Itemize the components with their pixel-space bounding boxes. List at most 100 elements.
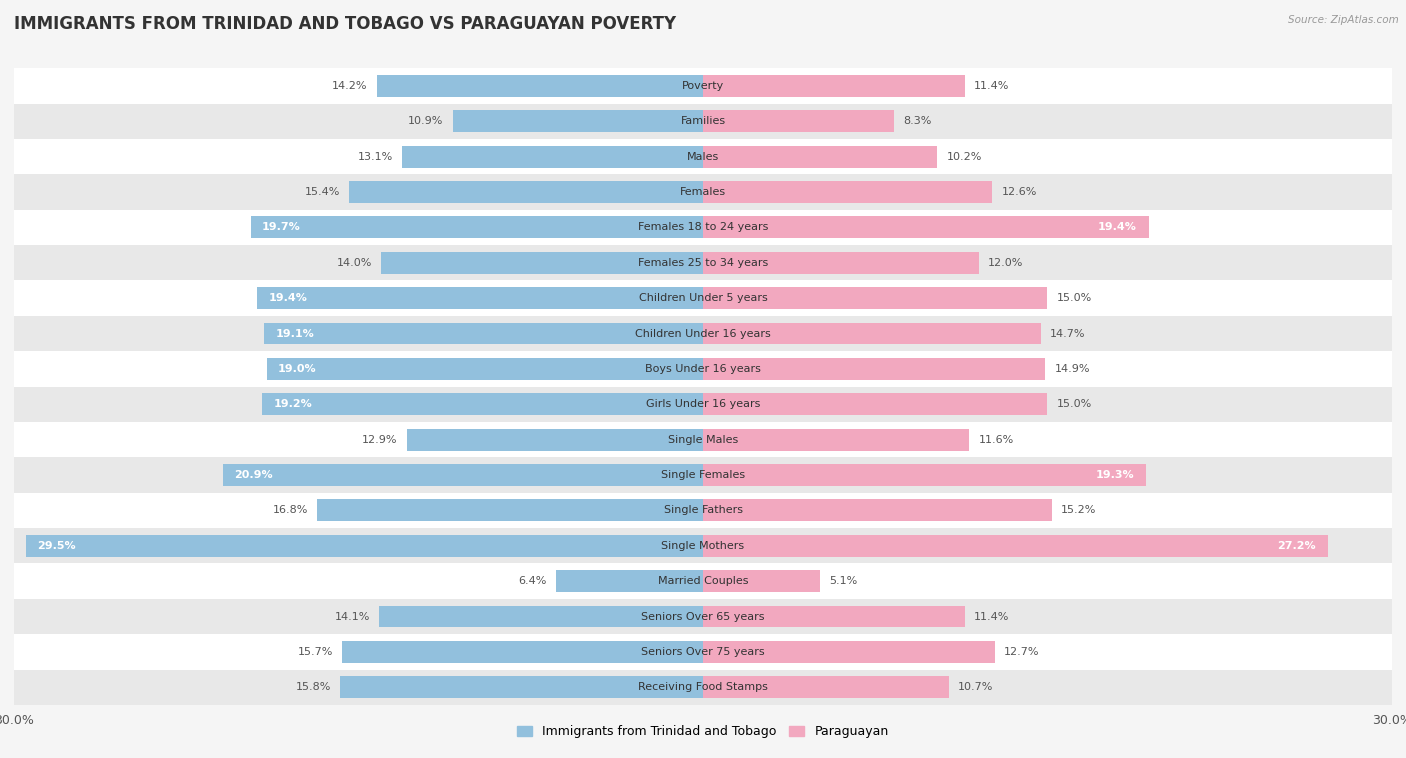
Text: 6.4%: 6.4% (519, 576, 547, 586)
Text: Single Females: Single Females (661, 470, 745, 480)
Bar (14, 493, 1392, 528)
Bar (703, 535, 1327, 556)
Bar (14, 387, 1392, 422)
Bar (318, 500, 703, 522)
Bar (343, 641, 703, 662)
Text: 14.7%: 14.7% (1050, 328, 1085, 339)
Text: 12.0%: 12.0% (988, 258, 1024, 268)
Bar (703, 181, 993, 203)
Text: Females 25 to 34 years: Females 25 to 34 years (638, 258, 768, 268)
Text: Males: Males (688, 152, 718, 161)
Bar (703, 358, 1045, 380)
Text: Families: Families (681, 116, 725, 127)
Bar (703, 217, 1149, 238)
Text: 27.2%: 27.2% (1278, 540, 1316, 551)
Text: 12.7%: 12.7% (1004, 647, 1039, 657)
Text: 14.2%: 14.2% (332, 81, 368, 91)
Text: 15.7%: 15.7% (298, 647, 333, 657)
Bar (703, 606, 965, 628)
Text: 19.0%: 19.0% (278, 364, 316, 374)
Bar (14, 669, 1392, 705)
Text: 11.6%: 11.6% (979, 434, 1014, 445)
Bar (14, 68, 1392, 104)
Bar (703, 570, 820, 592)
Bar (25, 535, 703, 556)
Text: 14.9%: 14.9% (1054, 364, 1090, 374)
Text: Children Under 16 years: Children Under 16 years (636, 328, 770, 339)
Bar (703, 323, 1040, 344)
Bar (453, 111, 703, 132)
Text: 20.9%: 20.9% (235, 470, 273, 480)
Bar (340, 676, 703, 698)
Text: Females 18 to 24 years: Females 18 to 24 years (638, 222, 768, 233)
Bar (267, 358, 703, 380)
Bar (703, 676, 949, 698)
Text: 15.2%: 15.2% (1062, 506, 1097, 515)
Bar (380, 606, 703, 628)
Bar (703, 641, 994, 662)
Text: 19.1%: 19.1% (276, 328, 315, 339)
Bar (14, 634, 1392, 669)
Text: Children Under 5 years: Children Under 5 years (638, 293, 768, 303)
Text: 11.4%: 11.4% (974, 612, 1010, 622)
Bar (703, 500, 1052, 522)
Bar (402, 146, 703, 168)
Text: Poverty: Poverty (682, 81, 724, 91)
Bar (703, 111, 894, 132)
Bar (14, 280, 1392, 316)
Text: 15.8%: 15.8% (295, 682, 330, 692)
Bar (14, 104, 1392, 139)
Bar (14, 245, 1392, 280)
Text: 11.4%: 11.4% (974, 81, 1010, 91)
Bar (703, 75, 965, 97)
Bar (14, 457, 1392, 493)
Text: 15.0%: 15.0% (1057, 293, 1092, 303)
Bar (257, 287, 703, 309)
Text: Source: ZipAtlas.com: Source: ZipAtlas.com (1288, 15, 1399, 25)
Bar (381, 252, 703, 274)
Text: Girls Under 16 years: Girls Under 16 years (645, 399, 761, 409)
Bar (224, 464, 703, 486)
Bar (14, 174, 1392, 210)
Bar (703, 252, 979, 274)
Text: Single Males: Single Males (668, 434, 738, 445)
Bar (250, 217, 703, 238)
Bar (14, 528, 1392, 563)
Bar (14, 563, 1392, 599)
Bar (264, 323, 703, 344)
Text: IMMIGRANTS FROM TRINIDAD AND TOBAGO VS PARAGUAYAN POVERTY: IMMIGRANTS FROM TRINIDAD AND TOBAGO VS P… (14, 15, 676, 33)
Text: 12.6%: 12.6% (1001, 187, 1036, 197)
Bar (703, 287, 1047, 309)
Text: Receiving Food Stamps: Receiving Food Stamps (638, 682, 768, 692)
Bar (14, 422, 1392, 457)
Text: Married Couples: Married Couples (658, 576, 748, 586)
Text: 19.2%: 19.2% (274, 399, 312, 409)
Legend: Immigrants from Trinidad and Tobago, Paraguayan: Immigrants from Trinidad and Tobago, Par… (512, 720, 894, 744)
Text: Single Fathers: Single Fathers (664, 506, 742, 515)
Text: 14.1%: 14.1% (335, 612, 370, 622)
Text: 10.2%: 10.2% (946, 152, 981, 161)
Text: 13.1%: 13.1% (357, 152, 392, 161)
Bar (262, 393, 703, 415)
Text: Boys Under 16 years: Boys Under 16 years (645, 364, 761, 374)
Text: 19.4%: 19.4% (1098, 222, 1137, 233)
Bar (555, 570, 703, 592)
Bar (377, 75, 703, 97)
Bar (703, 393, 1047, 415)
Text: 16.8%: 16.8% (273, 506, 308, 515)
Text: 19.7%: 19.7% (262, 222, 301, 233)
Text: Females: Females (681, 187, 725, 197)
Bar (703, 464, 1146, 486)
Text: Seniors Over 75 years: Seniors Over 75 years (641, 647, 765, 657)
Bar (14, 351, 1392, 387)
Text: 19.4%: 19.4% (269, 293, 308, 303)
Text: 29.5%: 29.5% (37, 540, 76, 551)
Text: 10.9%: 10.9% (408, 116, 443, 127)
Bar (14, 316, 1392, 351)
Text: 10.7%: 10.7% (957, 682, 993, 692)
Text: 14.0%: 14.0% (337, 258, 373, 268)
Text: 12.9%: 12.9% (363, 434, 398, 445)
Text: 5.1%: 5.1% (830, 576, 858, 586)
Text: 19.3%: 19.3% (1097, 470, 1135, 480)
Bar (14, 139, 1392, 174)
